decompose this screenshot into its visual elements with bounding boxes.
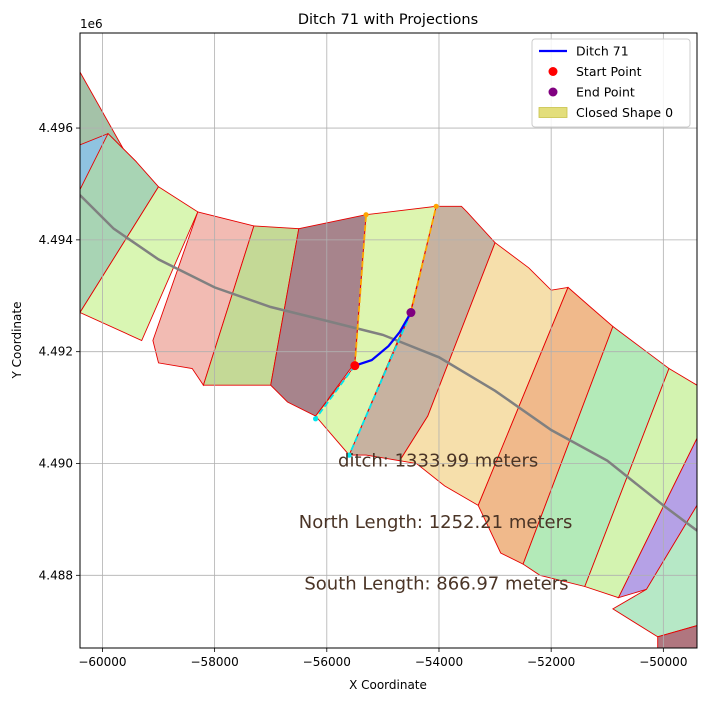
parcel-polygon — [657, 625, 697, 648]
centerline — [80, 194, 697, 532]
x-tick-label: −56000 — [303, 655, 351, 669]
north-projection-endpoint — [363, 212, 369, 218]
legend-swatch-marker — [548, 67, 558, 76]
south-projection-line — [348, 312, 412, 456]
length-annotation: South Length: 866.97 meters — [304, 573, 568, 594]
end-point-marker — [406, 308, 416, 318]
x-tick-label: −60000 — [78, 655, 126, 669]
north-projection-endpoint — [433, 203, 439, 209]
x-tick-label: −58000 — [191, 655, 239, 669]
parcel-layer — [80, 71, 697, 648]
x-tick-label: −52000 — [527, 655, 575, 669]
y-tick-label: 4.494 — [39, 233, 73, 247]
x-ticks: −60000 −58000 −56000 −54000 −52000 −50000 — [78, 648, 687, 669]
y-tick-label: 4.490 — [39, 457, 73, 471]
legend-label: Start Point — [576, 64, 642, 79]
parcel-polygon — [80, 132, 160, 314]
south-projection-endpoint — [312, 416, 319, 422]
plot-frame — [79, 32, 698, 649]
legend-box — [531, 38, 691, 128]
ditch-line — [354, 311, 412, 367]
north-projection-line — [410, 206, 438, 313]
legend-label: Closed Shape 0 — [576, 105, 673, 120]
x-tick-label: −50000 — [639, 655, 687, 669]
x-axis-label: X Coordinate — [349, 678, 427, 692]
x-tick-label: −54000 — [415, 655, 463, 669]
y-axis-offset-text: 1e6 — [80, 17, 103, 31]
annotation-layer: ditch: 1333.99 meters North Length: 1252.… — [299, 450, 573, 594]
length-annotation: North Length: 1252.21 meters — [299, 512, 573, 533]
legend-label: Ditch 71 — [576, 44, 629, 59]
chart-title: Ditch 71 with Projections — [298, 12, 478, 28]
legend-swatch-marker — [548, 87, 558, 97]
legend: Ditch 71 Start Point End Point Closed Shape… — [531, 38, 691, 128]
y-tick-label: 4.488 — [39, 568, 73, 582]
parcel-polygon — [80, 186, 199, 342]
legend-label: End Point — [576, 85, 635, 100]
north-projection-line — [353, 214, 367, 366]
parcel-polygon — [398, 241, 569, 507]
ditch-layer — [350, 308, 416, 371]
length-annotation: ditch: 1333.99 meters — [338, 450, 538, 471]
start-point-marker — [350, 361, 360, 371]
south-projection-endpoint — [346, 452, 352, 458]
y-axis-label: Y Coordinate — [10, 302, 24, 380]
projection-layer — [312, 203, 439, 458]
y-ticks: 4.488 4.490 4.492 4.494 4.496 — [39, 121, 80, 582]
y-tick-label: 4.496 — [39, 121, 73, 135]
centerline-layer — [80, 194, 697, 532]
south-projection-line — [314, 365, 356, 420]
legend-swatch-patch — [538, 107, 568, 118]
y-tick-label: 4.492 — [39, 345, 73, 359]
grid-layer — [80, 33, 697, 648]
